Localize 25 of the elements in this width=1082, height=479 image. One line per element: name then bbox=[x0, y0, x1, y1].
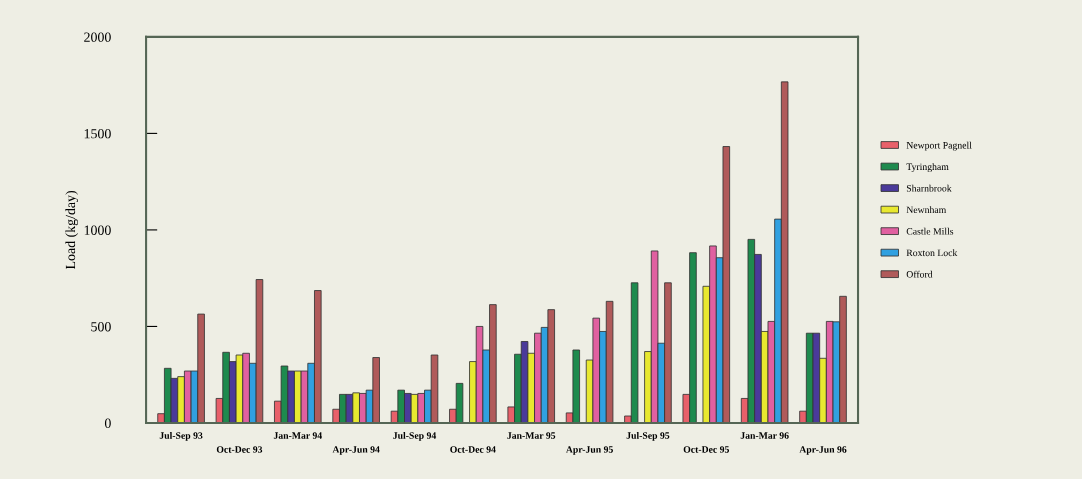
x-tick-label: Oct-Dec 94 bbox=[450, 446, 496, 453]
x-tick-label: Apr-Jun 96 bbox=[799, 446, 847, 455]
legend-label: Sharnbrook bbox=[906, 184, 952, 192]
x-tick-label: Jul-Sep 94 bbox=[393, 431, 437, 441]
legend-label: Tyringham bbox=[906, 163, 949, 173]
x-tick-label: Jan-Mar 95 bbox=[507, 432, 556, 439]
x-tick-label: Oct-Dec 93 bbox=[216, 446, 263, 453]
legend-label: Newport Pagnell bbox=[906, 141, 972, 151]
y-tick-label: 2000 bbox=[84, 32, 111, 42]
legend-label: Roxton Lock bbox=[906, 249, 958, 257]
legend-label: Offord bbox=[906, 270, 933, 278]
x-tick-label: Apr-Jun 94 bbox=[332, 446, 380, 455]
y-tick-label: 0 bbox=[104, 418, 111, 428]
y-tick-label: 1500 bbox=[84, 128, 111, 139]
x-tick-label: Jan-Mar 94 bbox=[273, 432, 322, 439]
y-axis-title: Load (kg/day) bbox=[65, 191, 79, 270]
x-tick-label: Apr-Jun 95 bbox=[565, 446, 613, 455]
legend-label: Newnham bbox=[906, 206, 947, 214]
y-tick-label: 500 bbox=[91, 322, 111, 332]
legend-label: Castle Mills bbox=[906, 227, 954, 235]
y-tick-label: 1000 bbox=[84, 225, 111, 235]
x-tick-label: Jul-Sep 93 bbox=[159, 431, 203, 441]
x-tick-label: Jul-Sep 95 bbox=[626, 431, 670, 441]
x-tick-label: Jan-Mar 96 bbox=[740, 432, 789, 439]
x-tick-label: Oct-Dec 95 bbox=[683, 446, 730, 453]
